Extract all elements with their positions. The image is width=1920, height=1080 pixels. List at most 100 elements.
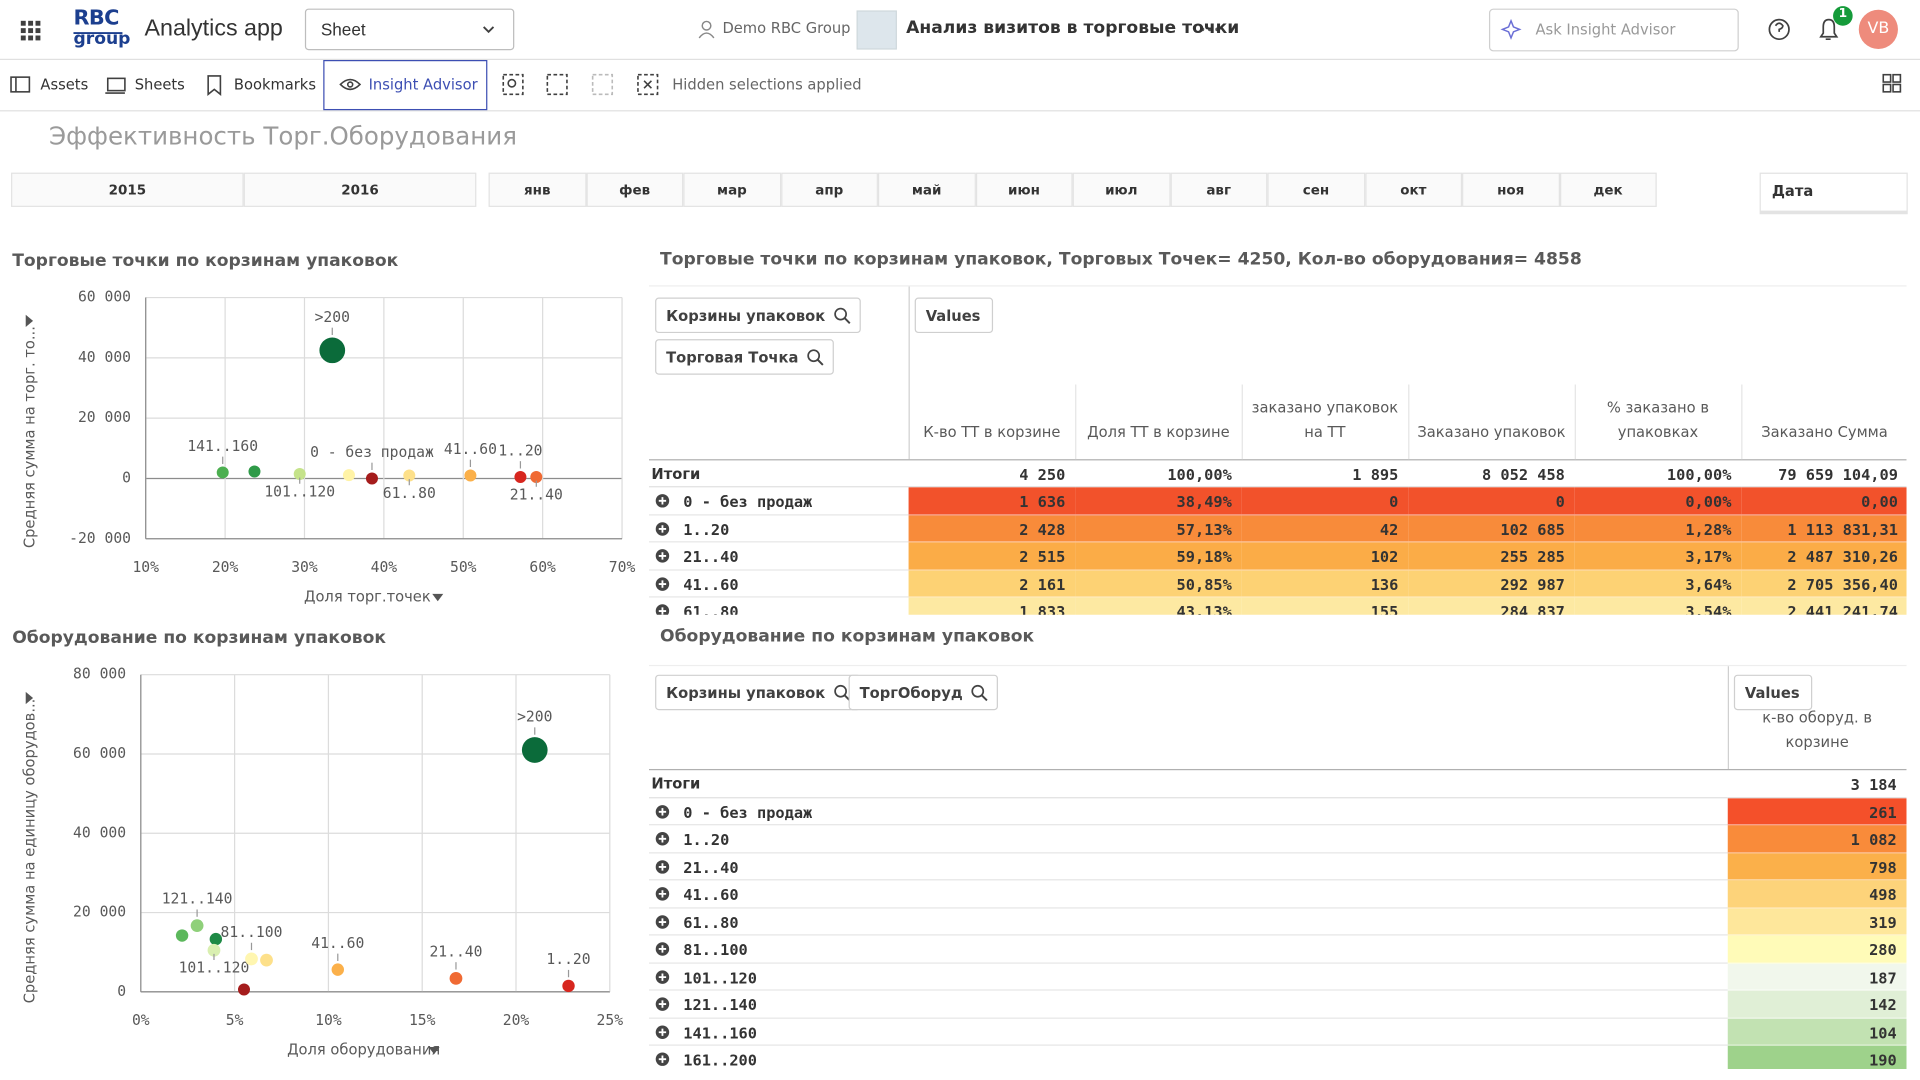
expand-icon[interactable] bbox=[655, 942, 670, 957]
month-filter[interactable]: сен bbox=[1267, 173, 1364, 207]
row-label[interactable]: 41..60 bbox=[683, 880, 738, 908]
dimension-chip[interactable]: Корзины упаковок bbox=[655, 298, 861, 334]
expand-icon[interactable] bbox=[655, 914, 670, 929]
chart-title: Оборудование по корзинам упаковок bbox=[12, 628, 386, 648]
avatar-initials[interactable]: VB bbox=[1859, 20, 1898, 38]
expand-icon[interactable] bbox=[655, 859, 670, 874]
column-header[interactable]: заказано упаковок на ТТ bbox=[1242, 384, 1409, 459]
month-filter[interactable]: ноя bbox=[1462, 173, 1559, 207]
column-header[interactable]: Заказано Сумма bbox=[1741, 384, 1906, 459]
row-label[interactable]: 61..80 bbox=[683, 598, 738, 615]
row-label[interactable]: 0 - без продаж bbox=[683, 488, 812, 515]
y-tick-label: 20 000 bbox=[73, 904, 126, 921]
row-label[interactable]: 161..200 bbox=[683, 1046, 757, 1069]
year-filter[interactable]: 2016 bbox=[244, 173, 477, 207]
scatter-point bbox=[366, 472, 378, 484]
bell-icon[interactable] bbox=[1821, 20, 1837, 40]
space-name: Demo RBC Group bbox=[722, 20, 850, 37]
row-label[interactable]: 41..60 bbox=[683, 570, 738, 597]
logo-top: RBC bbox=[73, 6, 118, 30]
point-label: 141..160 bbox=[187, 438, 258, 455]
expand-icon[interactable] bbox=[655, 1052, 670, 1067]
year-filter[interactable]: 2015 bbox=[11, 173, 244, 207]
x-axis-label: Доля оборудования bbox=[287, 1042, 440, 1059]
row-label[interactable]: 121..140 bbox=[683, 991, 757, 1019]
column-header[interactable]: Заказано упаковок bbox=[1408, 384, 1575, 459]
column-header[interactable]: Доля ТТ в корзине bbox=[1075, 384, 1242, 459]
dimension-chip[interactable]: Values bbox=[915, 298, 993, 334]
toolbar-item[interactable]: Assets bbox=[40, 76, 88, 93]
expand-icon[interactable] bbox=[655, 831, 670, 846]
pivot-table: Корзины упаковок Торговая Точка Values К-во… bbox=[649, 285, 1907, 614]
row-label[interactable]: 141..160 bbox=[683, 1018, 757, 1046]
column-header[interactable]: % заказано в упаковках bbox=[1575, 384, 1742, 459]
column-header-text: Доля ТТ в корзине bbox=[1087, 420, 1230, 444]
month-filter[interactable]: июл bbox=[1073, 173, 1170, 207]
row-label[interactable]: 81..100 bbox=[683, 936, 748, 964]
expand-icon[interactable] bbox=[655, 1024, 670, 1039]
search-icon[interactable] bbox=[834, 307, 851, 324]
month-filter[interactable]: апр bbox=[781, 173, 878, 207]
row-label[interactable]: 1..20 bbox=[683, 515, 729, 542]
month-filter[interactable]: дек bbox=[1559, 173, 1656, 207]
month-filter[interactable]: фев bbox=[586, 173, 683, 207]
scatter-point bbox=[191, 919, 204, 932]
table-cell: 43,13% bbox=[1075, 598, 1242, 615]
date-field[interactable]: Дата bbox=[1760, 173, 1908, 215]
dimension-chip[interactable]: Корзины упаковок bbox=[655, 675, 861, 711]
dimension-chip[interactable]: Торговая Точка bbox=[655, 339, 834, 375]
search-icon[interactable] bbox=[971, 684, 988, 701]
pivot-table: Корзины упаковокТоргОборудValuesк-во обо… bbox=[649, 665, 1907, 1069]
x-tick-label: 15% bbox=[409, 1012, 436, 1029]
search-icon[interactable] bbox=[807, 349, 824, 366]
expand-icon[interactable] bbox=[655, 549, 670, 564]
toolbar-item[interactable]: Bookmarks bbox=[234, 76, 316, 93]
row-label[interactable]: 21..40 bbox=[683, 543, 738, 570]
expand-icon[interactable] bbox=[655, 494, 670, 509]
column-header[interactable]: к-во оборуд. в корзине bbox=[1728, 725, 1907, 769]
row-label[interactable]: 101..120 bbox=[683, 963, 757, 991]
column-header-text: к-во оборуд. в корзине bbox=[1735, 705, 1899, 754]
totals-label: Итоги bbox=[649, 770, 700, 798]
month-filter[interactable]: янв bbox=[489, 173, 586, 207]
sheet-selector[interactable]: Sheet bbox=[305, 9, 514, 51]
month-filter[interactable]: июн bbox=[975, 173, 1072, 207]
help-icon[interactable] bbox=[1769, 20, 1789, 40]
x-tick-label: 10% bbox=[315, 1012, 342, 1029]
expand-icon[interactable] bbox=[655, 997, 670, 1012]
table-cell: 155 bbox=[1242, 598, 1409, 615]
sort-arrow bbox=[432, 594, 443, 601]
column-header-text: Заказано Сумма bbox=[1761, 420, 1888, 444]
column-header-text: К-во ТТ в корзине bbox=[923, 420, 1060, 444]
search-placeholder[interactable]: Ask Insight Advisor bbox=[1536, 21, 1676, 38]
row-line bbox=[649, 907, 1728, 908]
table-cell: 1 082 bbox=[1728, 825, 1907, 853]
x-tick-label: 60% bbox=[529, 559, 556, 576]
row-label[interactable]: 1..20 bbox=[683, 825, 729, 853]
toolbar-item[interactable]: Insight Advisor bbox=[369, 76, 478, 93]
row-label[interactable]: 21..40 bbox=[683, 853, 738, 881]
month-filter[interactable]: окт bbox=[1365, 173, 1462, 207]
point-label: 121..140 bbox=[162, 891, 233, 908]
scatter-point bbox=[260, 954, 273, 967]
expand-icon[interactable] bbox=[655, 887, 670, 902]
row-label[interactable]: 0 - без продаж bbox=[683, 798, 812, 826]
expand-icon[interactable] bbox=[655, 969, 670, 984]
expand-icon[interactable] bbox=[655, 604, 670, 615]
month-filter[interactable]: авг bbox=[1170, 173, 1267, 207]
expand-icon[interactable] bbox=[655, 521, 670, 536]
column-header[interactable]: К-во ТТ в корзине bbox=[909, 384, 1076, 459]
expand-icon[interactable] bbox=[655, 804, 670, 819]
column-header-text: заказано упаковок на ТТ bbox=[1249, 396, 1401, 445]
expand-icon[interactable] bbox=[655, 576, 670, 591]
month-filter[interactable]: май bbox=[878, 173, 975, 207]
dimension-chip[interactable]: ТоргОборуд bbox=[849, 675, 999, 711]
apps-grid-icon[interactable] bbox=[21, 21, 41, 41]
toolbar-item[interactable]: Sheets bbox=[135, 76, 185, 93]
y-axis-label: Средняя сумма на единицу оборудов... bbox=[22, 699, 39, 1004]
totals-label: Итоги bbox=[649, 460, 700, 487]
month-filter[interactable]: мар bbox=[683, 173, 780, 207]
point-label: 81..100 bbox=[221, 924, 283, 941]
row-label[interactable]: 61..80 bbox=[683, 908, 738, 936]
table-cell: 0,00% bbox=[1575, 488, 1742, 515]
